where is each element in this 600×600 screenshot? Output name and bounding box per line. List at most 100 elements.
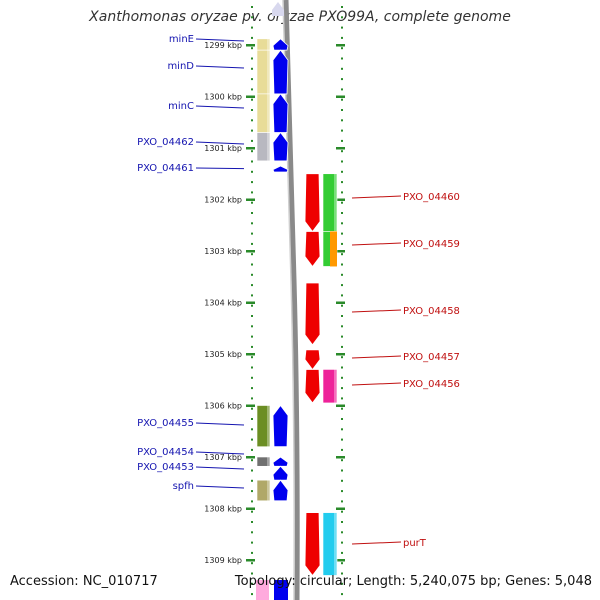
tick-dot xyxy=(341,129,343,132)
cog-bar-PXO_04455 xyxy=(256,405,271,448)
gene-label-minD: minD xyxy=(167,61,194,72)
right-tick-ruler xyxy=(336,6,345,596)
major-tick xyxy=(336,353,345,356)
leader-PXO_04460 xyxy=(351,195,402,199)
cog-bar-PXO_04456-shade xyxy=(334,369,337,403)
tick-dot xyxy=(251,6,253,8)
gene-label-minE: minE xyxy=(169,34,194,45)
cog-bar-PXO_04456 xyxy=(322,369,338,404)
tick-dot xyxy=(341,387,343,390)
tick-dot xyxy=(251,345,253,348)
tick-dot xyxy=(341,562,343,565)
gene-PXO_04459 xyxy=(304,231,321,268)
kbp-label: 1309 kbp xyxy=(204,556,242,565)
leader-minD xyxy=(195,65,245,69)
leader-PXO_04453 xyxy=(195,466,245,470)
leader-PXO_04461 xyxy=(195,167,245,170)
tick-dot xyxy=(341,582,343,585)
tick-dot xyxy=(341,531,343,534)
leader-PXO_04462 xyxy=(195,141,245,145)
gene-label-spfh: spfh xyxy=(173,481,194,492)
tick-dot xyxy=(251,67,253,70)
tick-dot xyxy=(251,232,253,235)
leader-minC xyxy=(195,105,245,109)
tick-dot xyxy=(251,366,253,369)
tick-dot xyxy=(251,315,253,317)
major-tick xyxy=(336,301,345,304)
tick-dot xyxy=(341,407,343,410)
cog-bar-PXO_04454-shade xyxy=(267,457,270,467)
gene-label-PXO_04456: PXO_04456 xyxy=(403,379,460,390)
tick-dot xyxy=(251,500,253,503)
tick-dot xyxy=(251,469,253,472)
tick-dot xyxy=(251,160,253,163)
major-tick xyxy=(246,95,255,98)
gene-label-PXO_04460: PXO_04460 xyxy=(403,192,460,203)
gene-label-PXO_04458: PXO_04458 xyxy=(403,306,460,317)
gene-PXO_04453 xyxy=(272,465,289,481)
kbp-axis-labels: 1299 kbp 1300 kbp 1301 kbp 1302 kbp 1303 kbp… xyxy=(204,41,242,565)
cog-bar-purT xyxy=(322,512,338,576)
tick-dot xyxy=(341,150,343,153)
major-tick xyxy=(336,559,345,562)
major-tick xyxy=(246,507,255,510)
tick-dot xyxy=(251,284,253,287)
tick-dot xyxy=(341,438,343,441)
kbp-label: 1299 kbp xyxy=(204,41,242,50)
tick-dot xyxy=(251,593,253,596)
tick-dot xyxy=(341,376,343,379)
kbp-label: 1306 kbp xyxy=(204,402,242,411)
gene-label-PXO_04455: PXO_04455 xyxy=(137,418,194,429)
kbp-label: 1300 kbp xyxy=(204,93,242,102)
tick-dot xyxy=(341,160,343,163)
leader-purT xyxy=(351,541,402,545)
tick-dot xyxy=(341,26,343,29)
major-tick xyxy=(336,507,345,510)
tick-dot xyxy=(251,335,253,338)
genome-summary-text: Topology: circular; Length: 5,240,075 bp… xyxy=(234,574,592,589)
tick-dot xyxy=(341,109,343,111)
tick-dot xyxy=(251,170,253,173)
tick-dot xyxy=(251,57,253,60)
tick-dot xyxy=(251,88,253,91)
tick-dot xyxy=(341,356,343,359)
tick-dot xyxy=(341,459,343,462)
gene-features xyxy=(256,2,338,600)
major-tick xyxy=(246,456,255,459)
gene-label-PXO_04453: PXO_04453 xyxy=(137,462,194,473)
major-tick xyxy=(336,404,345,407)
gene-label-PXO_04459: PXO_04459 xyxy=(403,239,460,250)
partial-gene-top xyxy=(272,2,284,16)
cog-bar-PXO_04454 xyxy=(256,456,271,467)
tick-dot xyxy=(251,263,253,266)
tick-dot xyxy=(341,418,343,420)
partial-cog-bottom xyxy=(256,580,269,600)
tick-dot xyxy=(251,428,253,431)
cog-bar-spfh-shade xyxy=(267,480,270,501)
tick-dot xyxy=(341,201,343,204)
tick-dot xyxy=(341,366,343,369)
tick-dot xyxy=(341,242,343,245)
gene-label-PXO_04457: PXO_04457 xyxy=(403,352,460,363)
tick-dot xyxy=(251,510,253,513)
major-tick xyxy=(336,456,345,459)
cog-bar-PXO_04462 xyxy=(256,132,271,162)
tick-dot xyxy=(341,47,343,50)
cog-bar-PXO_04462-shade xyxy=(267,132,270,161)
kbp-label: 1308 kbp xyxy=(204,505,242,514)
gene-PXO_04462 xyxy=(272,131,289,162)
gene-purT xyxy=(304,512,321,577)
tick-dot xyxy=(341,335,343,338)
tick-dot xyxy=(251,119,253,122)
tick-dot xyxy=(251,531,253,534)
tick-dot xyxy=(341,304,343,307)
major-tick xyxy=(246,559,255,562)
gene-minC xyxy=(272,93,289,133)
leader-PXO_04458 xyxy=(351,309,402,313)
gene-PXO_04456 xyxy=(304,369,321,404)
tick-dot xyxy=(341,67,343,70)
tick-dot xyxy=(341,469,343,472)
major-tick xyxy=(336,250,345,253)
tick-dot xyxy=(251,222,253,225)
leader-PXO_04455 xyxy=(195,422,245,426)
